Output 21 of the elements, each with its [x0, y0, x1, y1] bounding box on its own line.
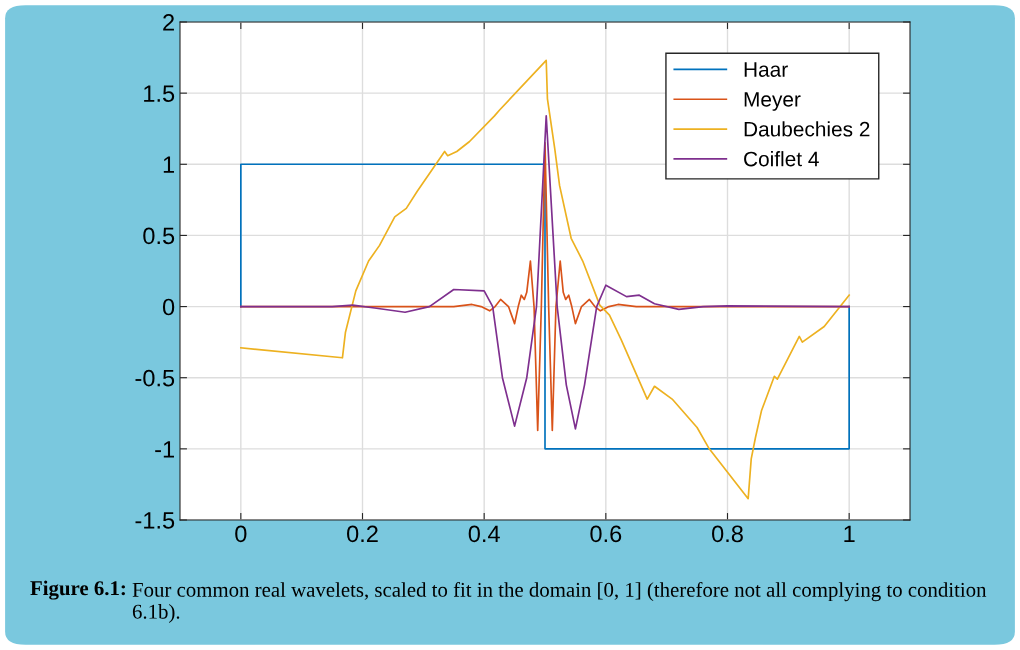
- y-tick-label: 1.5: [144, 85, 175, 102]
- y-tick-label: -1.5: [135, 512, 175, 529]
- x-tick-label: 0.8: [712, 525, 743, 543]
- y-tick-label: 0.5: [143, 227, 175, 245]
- x-tick-label: 0: [235, 525, 247, 543]
- line-series: [239, 59, 851, 500]
- x-tick-label: 0.2: [347, 525, 378, 543]
- x-tick-label: 0.6: [590, 525, 622, 543]
- x-tick-label: 0.4: [468, 525, 500, 543]
- legend-label: Daubechies 2: [744, 121, 870, 137]
- legend-label: Haar: [744, 62, 788, 77]
- legend-label: Coiflet 4: [744, 151, 819, 167]
- y-tick-label: 2: [163, 14, 174, 31]
- y-tick-label: 1: [163, 156, 174, 173]
- y-tick-label: -1: [155, 441, 174, 458]
- text: Four common real wavelets, scaled to fit in the domain [0, 1] (therefore not all complying to condition 6.1b).: [132, 582, 987, 623]
- x-tick-label: 1: [844, 525, 855, 542]
- y-tick-label: 0: [162, 298, 175, 316]
- caption: Figure 6.1:: [30, 580, 125, 600]
- legend-label: Meyer: [744, 92, 801, 111]
- y-tick-label: -0.5: [135, 369, 175, 387]
